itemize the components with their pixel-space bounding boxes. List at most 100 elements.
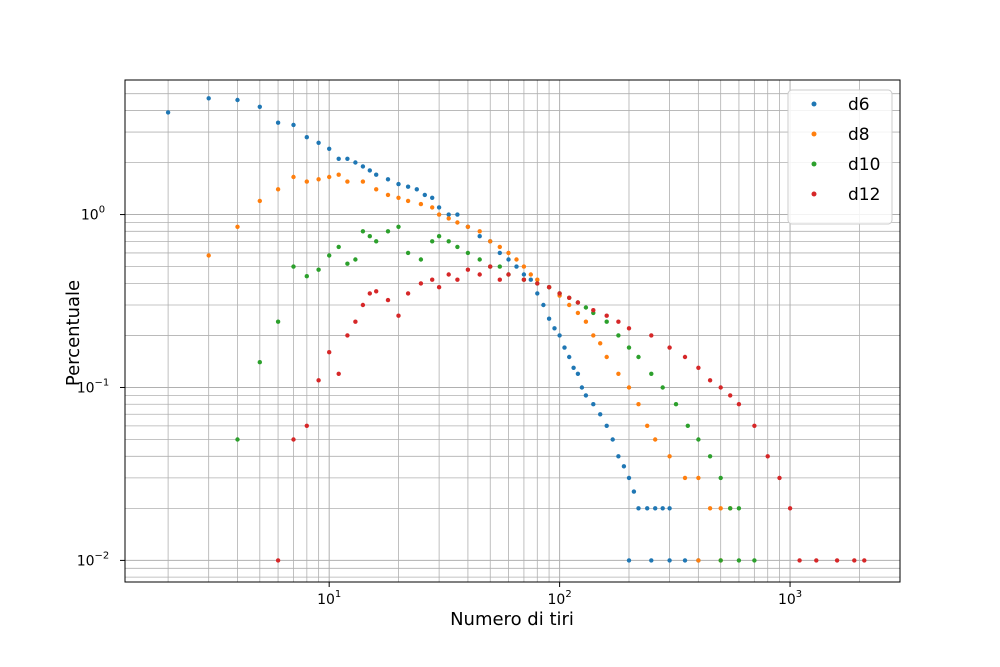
data-point-d6 xyxy=(579,385,585,390)
data-point-d8 xyxy=(696,475,701,481)
data-point-d12 xyxy=(604,313,609,318)
data-point-d8 xyxy=(430,205,435,210)
data-point-d12 xyxy=(557,291,562,296)
data-point-d6 xyxy=(682,558,688,563)
data-point-d12 xyxy=(436,285,442,290)
data-point-d8 xyxy=(336,172,341,177)
data-point-d8 xyxy=(477,229,482,234)
data-point-d6 xyxy=(374,172,379,177)
data-point-d12 xyxy=(446,272,451,277)
data-point-d6 xyxy=(385,177,391,182)
data-point-d6 xyxy=(304,135,309,140)
data-point-d6 xyxy=(422,192,427,198)
grid xyxy=(125,79,901,582)
data-point-d10 xyxy=(718,475,723,481)
data-point-d10 xyxy=(696,437,701,442)
data-point-d6 xyxy=(275,120,281,125)
data-point-d10 xyxy=(405,250,411,256)
data-point-d6 xyxy=(562,345,567,350)
data-point-d10 xyxy=(707,454,713,459)
data-point-d6 xyxy=(598,412,603,417)
data-point-d10 xyxy=(583,305,589,310)
data-point-d6 xyxy=(583,393,589,398)
data-point-d8 xyxy=(206,253,211,258)
data-point-d10 xyxy=(446,239,451,244)
data-point-d10 xyxy=(367,234,372,239)
data-point-d8 xyxy=(667,454,672,459)
data-point-d6 xyxy=(316,140,321,145)
data-point-d12 xyxy=(591,308,596,313)
data-point-d12 xyxy=(728,393,733,398)
data-point-d8 xyxy=(291,174,296,180)
data-point-d6 xyxy=(667,558,672,563)
data-point-d12 xyxy=(304,423,309,428)
y-tick-label: 10−2 xyxy=(77,550,110,569)
data-point-d10 xyxy=(497,264,502,269)
data-point-d6 xyxy=(626,558,632,563)
data-point-d8 xyxy=(418,201,424,207)
axis-ticks: 101 102 103 10−2 10−1 100 xyxy=(77,205,802,608)
data-point-d10 xyxy=(626,345,632,350)
data-point-d8 xyxy=(682,475,688,481)
data-point-d6 xyxy=(571,365,576,370)
data-point-d8 xyxy=(506,250,511,256)
data-point-d6 xyxy=(621,464,627,469)
x-tick-label: 101 xyxy=(317,589,341,608)
data-point-d6 xyxy=(645,506,650,511)
data-point-d8 xyxy=(604,354,609,360)
data-point-d6 xyxy=(235,97,240,103)
data-point-d6 xyxy=(541,302,546,308)
data-point-d12 xyxy=(862,558,867,563)
data-point-d6 xyxy=(575,371,581,376)
data-point-d10 xyxy=(257,360,262,365)
data-point-d12 xyxy=(736,402,742,407)
data-point-d12 xyxy=(521,277,527,282)
data-point-d6 xyxy=(291,122,296,128)
x-tick-label: 102 xyxy=(548,589,572,608)
data-point-d10 xyxy=(718,558,723,563)
data-point-d6 xyxy=(345,156,350,161)
data-point-d8 xyxy=(360,179,366,184)
data-point-d8 xyxy=(528,272,533,277)
data-point-d6 xyxy=(546,316,552,321)
data-point-d12 xyxy=(535,281,540,286)
legend-marker-d8 xyxy=(811,131,817,137)
data-point-d8 xyxy=(257,198,262,204)
data-point-d12 xyxy=(275,558,281,563)
data-point-d12 xyxy=(465,267,471,272)
data-point-d12 xyxy=(327,350,332,355)
data-point-d12 xyxy=(506,272,511,277)
data-point-d10 xyxy=(291,264,296,269)
data-point-d10 xyxy=(465,250,471,256)
data-point-d12 xyxy=(336,371,341,376)
data-point-d8 xyxy=(616,371,621,376)
legend-marker-d6 xyxy=(811,101,817,107)
data-point-d10 xyxy=(728,506,733,511)
legend-marker-d10 xyxy=(811,161,817,167)
data-point-d12 xyxy=(797,558,802,563)
data-point-d8 xyxy=(275,187,281,192)
data-point-d10 xyxy=(374,239,379,244)
data-point-d6 xyxy=(535,291,540,296)
data-point-d12 xyxy=(616,319,621,324)
data-point-d10 xyxy=(327,253,332,258)
data-point-d8 xyxy=(465,224,471,229)
data-point-d8 xyxy=(235,224,240,229)
data-point-d12 xyxy=(546,285,552,290)
data-point-d8 xyxy=(446,216,451,221)
data-point-d6 xyxy=(616,454,621,459)
data-point-d12 xyxy=(405,291,411,296)
data-point-d8 xyxy=(385,192,391,198)
data-point-d12 xyxy=(374,289,379,294)
data-point-d6 xyxy=(591,402,596,407)
data-point-d12 xyxy=(488,264,493,269)
data-point-d6 xyxy=(506,257,511,262)
data-point-d6 xyxy=(477,234,482,239)
data-point-d8 xyxy=(535,277,540,282)
data-point-d10 xyxy=(396,224,401,229)
data-point-d6 xyxy=(626,475,632,481)
series-d12 xyxy=(275,264,867,563)
data-point-d8 xyxy=(436,212,442,217)
data-point-d12 xyxy=(418,281,424,286)
data-point-d12 xyxy=(707,378,713,383)
